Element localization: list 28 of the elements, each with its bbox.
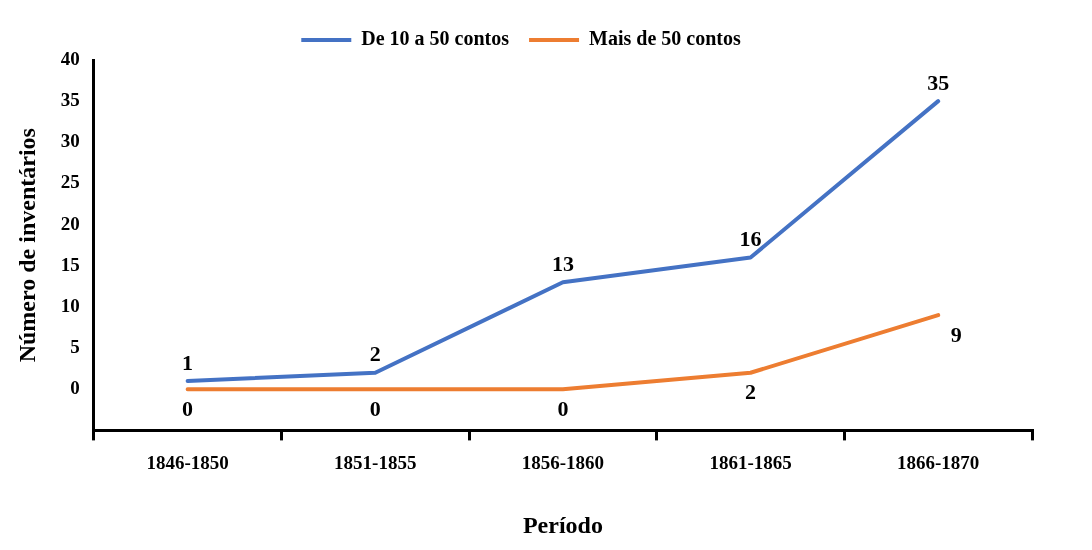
y-tick-label: 30: [60, 130, 80, 152]
y-tick-label: 20: [60, 212, 80, 234]
data-label: 13: [551, 250, 574, 276]
x-tick-label: 1846-1850: [146, 451, 229, 473]
data-label: 9: [950, 321, 962, 347]
y-tick-label: 40: [60, 47, 80, 69]
y-tick-label: 5: [70, 336, 80, 357]
data-label: 35: [927, 69, 950, 95]
data-label: 1: [182, 349, 194, 375]
data-label: 16: [739, 226, 762, 252]
legend-label: Mais de 50 contos: [589, 27, 741, 50]
data-label: 2: [369, 341, 381, 367]
legend-label: De 10 a 50 contos: [361, 27, 510, 50]
x-tick-label: 1856-1860: [521, 451, 605, 473]
y-tick-label: 15: [60, 253, 80, 275]
x-tick-label: 1861-1865: [709, 451, 792, 473]
data-label: 2: [745, 379, 757, 405]
data-label: 0: [369, 395, 381, 421]
y-axis-title: Número de inventários: [13, 128, 40, 363]
data-label: 0: [557, 395, 569, 421]
y-tick-label: 0: [70, 377, 80, 399]
data-label: 0: [182, 395, 194, 421]
x-tick-label: 1851-1855: [334, 451, 417, 473]
y-tick-label: 10: [60, 294, 80, 316]
x-tick-label: 1866-1870: [897, 451, 980, 473]
y-tick-label: 35: [60, 89, 80, 111]
y-tick-label: 25: [60, 171, 80, 193]
x-axis-title: Período: [522, 511, 603, 538]
